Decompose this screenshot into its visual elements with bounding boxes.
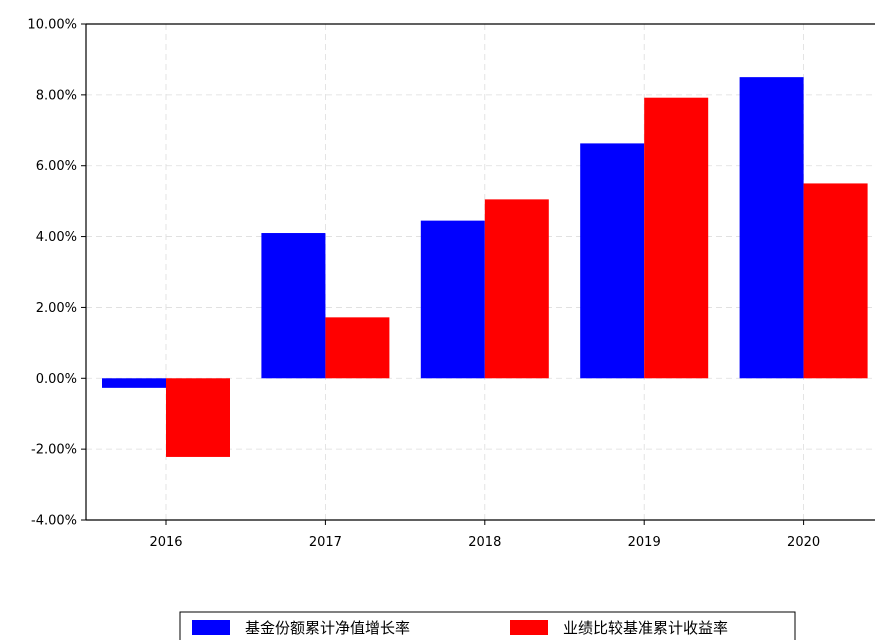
legend: 基金份额累计净值增长率 业绩比较基准累计收益率 [179, 611, 796, 640]
bar-fund-2018 [420, 220, 485, 379]
x-tick-label: 2018 [468, 535, 501, 550]
y-tick-label: 8.00% [36, 88, 77, 103]
x-tick-label: 2017 [309, 535, 342, 550]
x-tick-label: 2016 [149, 535, 182, 550]
y-tick-label: 6.00% [36, 159, 77, 174]
y-tick-label: 2.00% [36, 301, 77, 316]
y-tick-label: 10.00% [27, 18, 77, 33]
bar-benchmark-2016 [166, 378, 230, 457]
bar-benchmark-2018 [484, 199, 549, 379]
y-tick-label: -4.00% [31, 514, 77, 529]
legend-frame [179, 611, 796, 640]
bar-fund-2020 [739, 77, 804, 379]
bar-benchmark-2020 [803, 183, 868, 379]
bar-benchmark-2017 [325, 317, 390, 379]
y-tick-label: -2.00% [31, 443, 77, 458]
tick-labels: -4.00% -2.00% 0.00% 2.00% 4.00% 6.00% 8.00% 10.… [27, 18, 820, 551]
bar-fund-2016 [102, 378, 166, 388]
legend-label-benchmark: 业绩比较基准累计收益率 [563, 619, 728, 637]
legend-swatch-benchmark [510, 620, 548, 635]
axes [85, 23, 875, 521]
y-tick-label: 0.00% [36, 372, 77, 387]
x-tick-label: 2019 [628, 535, 661, 550]
bar-fund-2019 [580, 143, 645, 379]
legend-label-fund: 基金份额累计净值增长率 [245, 619, 410, 637]
bar-benchmark-2019 [644, 97, 709, 379]
bar-fund-2017 [261, 233, 326, 379]
x-tick-label: 2020 [787, 535, 820, 550]
legend-swatch-fund [192, 620, 230, 635]
bars [102, 77, 868, 457]
y-tick-label: 4.00% [36, 230, 77, 245]
